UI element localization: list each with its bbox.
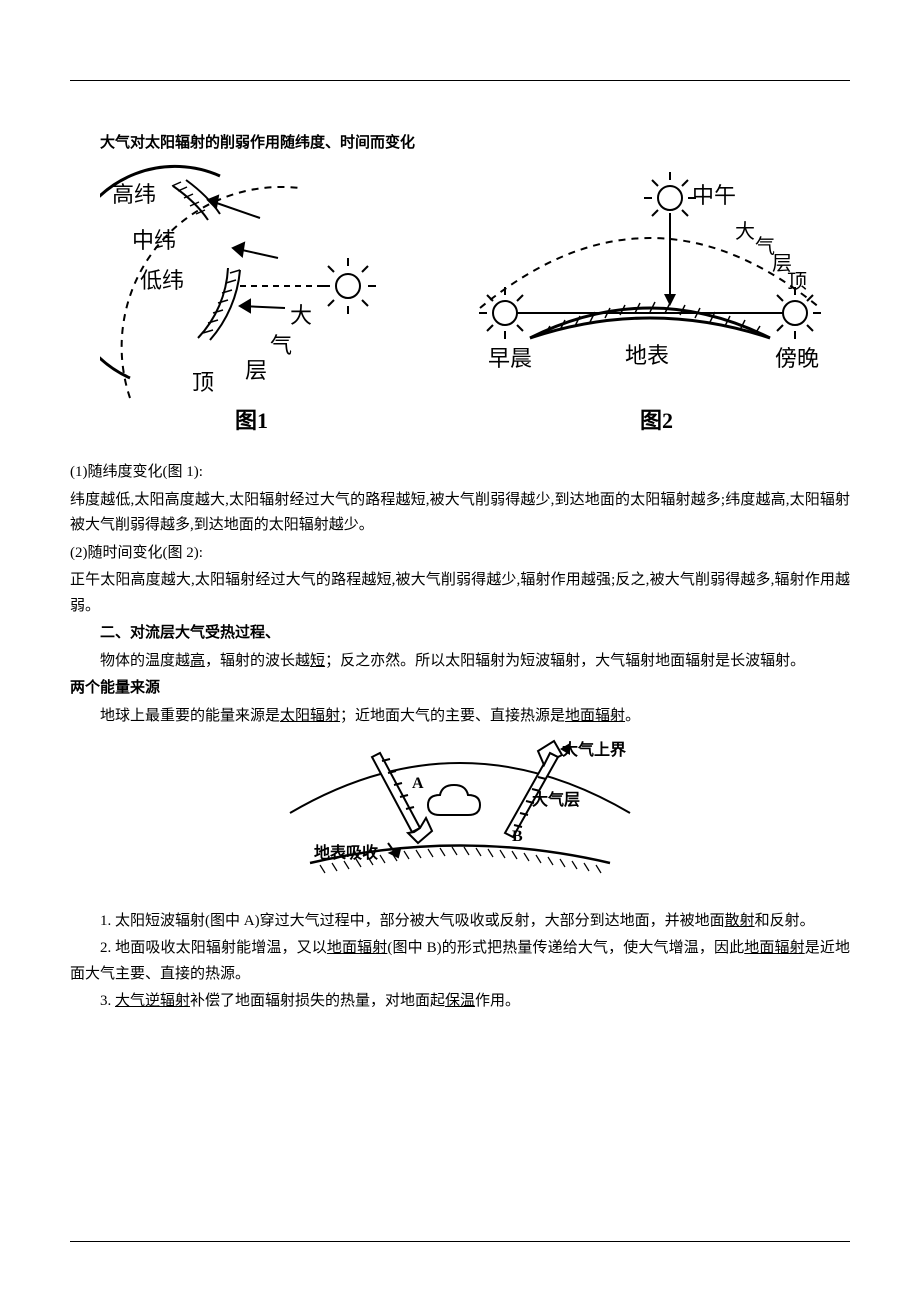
figure-2-svg: 中午 大 气 层 顶 早晨 地表 傍晚 图2: [460, 158, 840, 438]
sec2-title: 二、对流层大气受热过程、: [70, 621, 850, 647]
n2a: 2. 地面吸收太阳辐射能增温，又以: [100, 940, 327, 956]
n3u1: 大气逆辐射: [115, 993, 190, 1009]
sec2-l1u2: 短: [310, 653, 325, 669]
sec2-sub: 两个能量来源: [70, 676, 850, 702]
fig2-caption: 图2: [640, 408, 673, 433]
figure-1-svg: 高纬 中纬 低纬 大 气 层 顶 图1: [100, 158, 400, 438]
figure-3-svg: A B 大气上界 大气层: [270, 733, 650, 893]
fig1-atm4: 顶: [192, 370, 214, 395]
fig1-atm2: 气: [270, 333, 292, 358]
num2: 2. 地面吸收太阳辐射能增温，又以地面辐射(图中 B)的形式把热量传递给大气，使…: [70, 936, 850, 987]
n1b: 和反射。: [755, 913, 815, 929]
fig1-lowlat: 低纬: [140, 268, 184, 293]
fig2-noon: 中午: [692, 183, 736, 208]
svg-text:大 气 层: 大 气 层 顶: [735, 220, 807, 293]
sec2-l2c: 。: [625, 708, 640, 724]
fig2-atmtop-4: 顶: [787, 271, 807, 293]
fig2-morning: 早晨: [488, 346, 532, 371]
fig2-atmtop-1: 大: [735, 220, 755, 243]
fig3-B: B: [512, 828, 523, 845]
n3c: 作用。: [475, 993, 520, 1009]
fig3-A: A: [412, 775, 424, 792]
n3b: 补偿了地面辐射损失的热量，对地面起: [190, 993, 445, 1009]
p2a: (2)随时间变化(图 2):: [70, 541, 850, 567]
top-rule: [70, 80, 850, 81]
fig3-absorb: 地表吸收: [314, 843, 378, 862]
sec2-l1a: 物体的温度越: [100, 653, 190, 669]
sec2-l1b: ，辐射的波长越: [205, 653, 310, 669]
p1a: (1)随纬度变化(图 1):: [70, 460, 850, 486]
fig3-atm: 大气层: [532, 790, 580, 809]
n3a: 3.: [100, 993, 115, 1009]
figure-3: A B 大气上界 大气层: [70, 733, 850, 903]
bottom-rule: [70, 1241, 850, 1242]
num1: 1. 太阳短波辐射(图中 A)穿过大气过程中，部分被大气吸收或反射，大部分到达地…: [70, 909, 850, 935]
n1u1: 散射: [725, 913, 755, 929]
sec2-l1c: ；反之亦然。所以太阳辐射为短波辐射，大气辐射地面辐射是长波辐射。: [325, 653, 805, 669]
p2b: 正午太阳高度越大,太阳辐射经过大气的路程越短,被大气削弱得越少,辐射作用越强;反…: [70, 568, 850, 619]
fig1-highlat: 高纬: [112, 182, 156, 207]
n1a: 1. 太阳短波辐射(图中 A)穿过大气过程中，部分被大气吸收或反射，大部分到达地…: [100, 913, 725, 929]
figure-2: 中午 大 气 层 顶 早晨 地表 傍晚 图2: [460, 158, 840, 438]
num3: 3. 大气逆辐射补偿了地面辐射损失的热量，对地面起保温作用。: [70, 989, 850, 1015]
sec2-line2: 地球上最重要的能量来源是太阳辐射；近地面大气的主要、直接热源是地面辐射。: [70, 704, 850, 730]
p1b: 纬度越低,太阳高度越大,太阳辐射经过大气的路程越短,被大气削弱得越少,到达地面的…: [70, 488, 850, 539]
body-text: (1)随纬度变化(图 1): 纬度越低,太阳高度越大,太阳辐射经过大气的路程越短…: [70, 460, 850, 1015]
sec2-l2u1: 太阳辐射: [280, 708, 340, 724]
fig1-caption: 图1: [235, 408, 268, 433]
sec2-l2a: 地球上最重要的能量来源是: [100, 708, 280, 724]
n2u1: 地面辐射: [327, 940, 388, 956]
figure-1: 高纬 中纬 低纬 大 气 层 顶 图1: [100, 158, 400, 438]
sec2-line1: 物体的温度越高，辐射的波长越短；反之亦然。所以太阳辐射为短波辐射，大气辐射地面辐…: [70, 649, 850, 675]
fig1-atm1: 大: [290, 303, 312, 328]
main-heading: 大气对太阳辐射的削弱作用随纬度、时间而变化: [100, 131, 850, 152]
figure-row: 高纬 中纬 低纬 大 气 层 顶 图1: [100, 158, 850, 438]
n2u2: 地面辐射: [744, 940, 805, 956]
page: 大气对太阳辐射的削弱作用随纬度、时间而变化: [0, 0, 920, 1302]
fig1-midlat: 中纬: [132, 228, 176, 253]
fig2-evening: 傍晚: [775, 346, 819, 371]
fig2-surface: 地表: [625, 343, 669, 368]
fig3-top: 大气上界: [562, 740, 626, 759]
sec2-l2u2: 地面辐射: [565, 708, 625, 724]
sec2-l1u1: 高: [190, 653, 205, 669]
fig1-atm3: 层: [245, 358, 267, 383]
n2b: (图中 B)的形式把热量传递给大气，使大气增温，因此: [387, 940, 744, 956]
sec2-l2b: ；近地面大气的主要、直接热源是: [340, 708, 565, 724]
n3u2: 保温: [445, 993, 475, 1009]
